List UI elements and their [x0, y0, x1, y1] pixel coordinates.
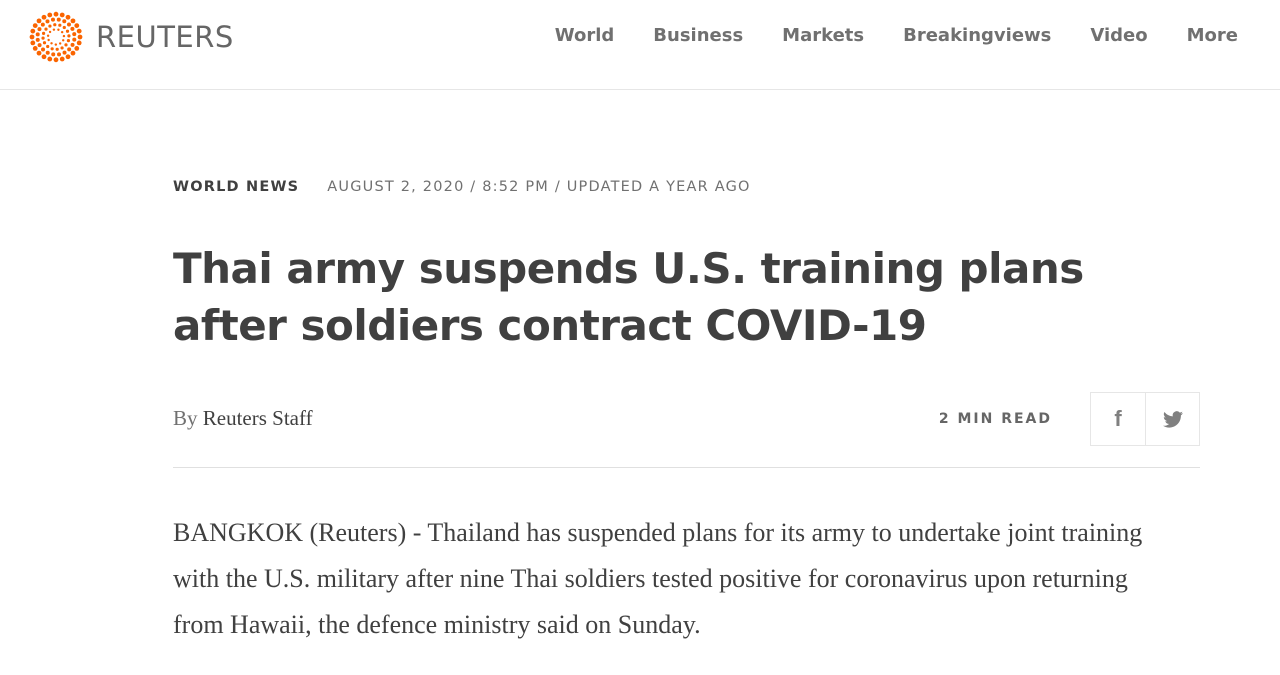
- logo-dot: [58, 42, 62, 45]
- article-meta: WORLD NEWS AUGUST 2, 2020 / 8:52 PM / UP…: [173, 179, 1200, 195]
- logo-dot: [62, 39, 65, 42]
- logo-dot: [41, 31, 46, 35]
- logo-dot: [36, 50, 42, 56]
- logo-dot: [59, 12, 65, 18]
- logo-dot: [48, 24, 52, 28]
- logo-dot: [50, 42, 53, 45]
- nav-video[interactable]: Video: [1090, 25, 1148, 46]
- logo-dot: [60, 30, 64, 34]
- logo-dot: [65, 54, 71, 60]
- logo-dot: [32, 23, 38, 28]
- logo-dot: [64, 43, 68, 47]
- logo-dot: [70, 18, 76, 24]
- logo-dot: [48, 30, 52, 34]
- logo-dot: [55, 47, 59, 51]
- logo-dot: [74, 23, 80, 28]
- logo-dot: [72, 37, 77, 42]
- logo-dot: [70, 50, 76, 56]
- logo-dot: [58, 23, 62, 27]
- logo-dot: [50, 47, 54, 51]
- main-nav: World Business Markets Breakingviews Vid…: [555, 25, 1238, 46]
- logo-dot: [59, 56, 65, 62]
- logo-dot: [41, 47, 46, 52]
- nav-markets[interactable]: Markets: [782, 25, 865, 46]
- nav-breakingviews[interactable]: Breakingviews: [903, 25, 1052, 46]
- logo-dot: [77, 34, 83, 40]
- logo-dot: [47, 38, 50, 42]
- logo-dot: [47, 56, 53, 62]
- nav-business[interactable]: Business: [653, 25, 744, 46]
- logo-dot: [52, 28, 56, 31]
- logo-dot: [54, 43, 58, 46]
- logo-dot: [46, 34, 50, 37]
- logo-dot: [67, 47, 72, 52]
- logo-dot: [42, 41, 47, 45]
- twitter-share-button[interactable]: [1145, 393, 1199, 445]
- logo-dot: [62, 25, 66, 30]
- logo-dot: [40, 22, 45, 27]
- logo-dot: [32, 46, 38, 51]
- logo-dot: [50, 17, 55, 22]
- facebook-share-button[interactable]: f: [1091, 393, 1145, 445]
- logo-dot: [51, 52, 56, 57]
- logo-dot: [66, 39, 71, 43]
- reuters-logo[interactable]: REUTERS: [28, 11, 234, 63]
- logo-dot: [62, 50, 67, 55]
- logo-dot: [57, 28, 60, 31]
- author-link[interactable]: Reuters Staff: [202, 406, 313, 430]
- site-header: REUTERS World Business Markets Breakingv…: [0, 0, 1280, 90]
- logo-dot: [74, 46, 80, 51]
- logo-dot: [53, 57, 59, 63]
- byline-prefix: By: [173, 406, 198, 430]
- logo-text: REUTERS: [96, 20, 234, 54]
- logo-dot: [35, 32, 40, 37]
- logo-dot: [62, 19, 67, 24]
- logo-dot: [76, 28, 82, 34]
- logo-dot: [37, 43, 42, 48]
- logo-dot: [60, 46, 64, 50]
- logo-dot: [41, 54, 47, 60]
- logo-dot: [76, 40, 82, 46]
- nav-world[interactable]: World: [554, 25, 615, 46]
- twitter-icon: [1162, 410, 1183, 428]
- logo-dot: [53, 11, 59, 17]
- logo-dot: [45, 50, 50, 55]
- article-date: AUGUST 2, 2020 / 8:52 PM / UPDATED A YEA…: [327, 179, 751, 195]
- logo-dot: [70, 26, 75, 31]
- logo-dot: [36, 18, 42, 24]
- article-headline: Thai army suspends U.S. training plans a…: [173, 244, 1084, 350]
- logo-dot: [37, 27, 42, 32]
- logo-dot: [65, 14, 71, 20]
- logo-dot: [70, 42, 75, 47]
- facebook-icon: f: [1114, 406, 1122, 431]
- read-time: 2 MIN READ: [938, 411, 1052, 427]
- section-link[interactable]: WORLD NEWS: [173, 179, 300, 195]
- logo-dot: [35, 37, 40, 42]
- logo-dot: [44, 27, 48, 31]
- article-body-paragraph: BANGKOK (Reuters) - Thailand has suspend…: [173, 518, 1143, 639]
- logo-dot: [65, 29, 70, 33]
- logo-dot: [66, 22, 71, 27]
- logo-dot: [30, 28, 36, 34]
- logo-dot: [30, 40, 36, 46]
- logo-dot: [62, 34, 66, 38]
- logo-dot: [56, 17, 61, 22]
- logo-dot: [53, 23, 57, 27]
- logo-dot: [41, 36, 45, 40]
- byline: By Reuters Staff: [173, 406, 313, 431]
- logo-dot: [45, 19, 50, 24]
- logo-dot: [41, 14, 47, 20]
- nav-more[interactable]: More: [1186, 25, 1238, 46]
- logo-dot: [47, 12, 53, 18]
- byline-row: By Reuters Staff 2 MIN READ f: [173, 392, 1200, 468]
- share-buttons: f: [1090, 392, 1200, 446]
- reuters-logo-icon: [29, 11, 83, 63]
- logo-dot: [29, 34, 35, 40]
- logo-dot: [72, 32, 77, 37]
- logo-dot: [67, 34, 71, 38]
- logo-dot: [46, 44, 50, 49]
- logo-dot: [57, 52, 62, 57]
